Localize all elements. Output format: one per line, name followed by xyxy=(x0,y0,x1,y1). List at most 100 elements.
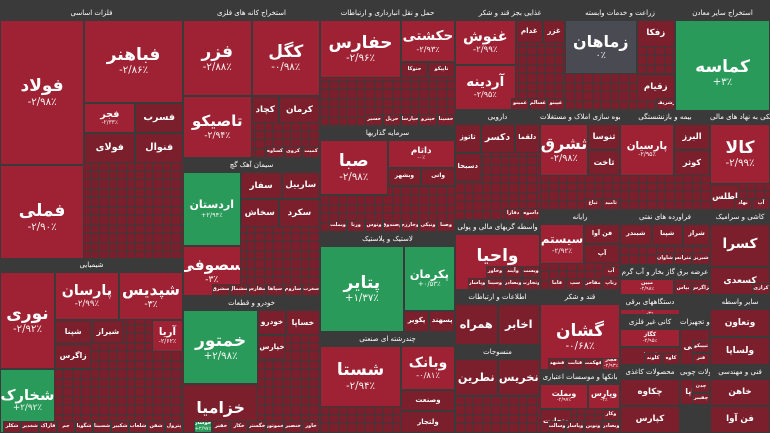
stock-tile[interactable]: پسهند xyxy=(429,310,455,332)
stock-tile[interactable]: حفارس -۲/۹۶٪ xyxy=(320,20,401,79)
stock-tile[interactable]: شراز xyxy=(683,224,710,245)
stock-tile[interactable]: کپارس xyxy=(620,406,680,433)
stock-tile[interactable]: وسالت xyxy=(548,421,566,433)
stock-tile[interactable]: تاتوز xyxy=(455,124,481,153)
stock-tile[interactable]: فن آوا xyxy=(710,406,770,433)
stock-tile[interactable]: فباهنر -۲/۸۶٪ xyxy=(84,20,183,103)
stock-tile[interactable]: وسینا xyxy=(486,278,504,290)
stock-tile[interactable]: تاپیکو xyxy=(428,62,455,79)
stock-tile[interactable]: فملی -۲/۹۰٪ xyxy=(0,165,85,270)
stock-tile[interactable]: وبملت -۲/۹۷٪ xyxy=(540,384,588,409)
stock-tile[interactable]: ثامید xyxy=(602,198,620,210)
stock-tile[interactable]: خودرو xyxy=(258,310,286,335)
stock-tile[interactable]: زاگرس xyxy=(54,344,92,369)
stock-tile[interactable]: آپ xyxy=(584,243,620,264)
stock-tile[interactable]: رتاپ xyxy=(602,278,620,290)
stock-tile[interactable]: خپارس xyxy=(258,334,286,360)
stock-tile[interactable]: حسیر xyxy=(365,114,383,126)
stock-tile[interactable]: فاما xyxy=(548,278,566,290)
stock-tile[interactable]: سخاش xyxy=(240,199,279,227)
stock-tile[interactable]: قهکمت xyxy=(584,358,602,370)
stock-tile[interactable]: کوثر xyxy=(674,149,710,176)
stock-tile[interactable]: فجر -۲/۳۳٪ xyxy=(84,102,136,133)
stock-tile[interactable]: مفاخر xyxy=(584,278,602,290)
stock-tile[interactable]: وپارس -۳٪ xyxy=(588,384,620,409)
stock-tile[interactable]: آپ xyxy=(752,198,770,210)
stock-tile[interactable]: وبانک -۰/۸۱٪ xyxy=(401,346,455,390)
stock-tile[interactable]: سیستم -۲/۹۲٪ xyxy=(540,224,584,264)
stock-tile[interactable]: وپاسار xyxy=(566,421,584,433)
stock-tile[interactable]: پارسان -۲/۹۹٪ xyxy=(54,272,119,321)
stock-tile[interactable]: سشرق xyxy=(212,284,230,296)
stock-tile[interactable]: کچاد xyxy=(251,95,279,124)
stock-tile[interactable]: اردستان +۲/۹۴٪ xyxy=(183,172,241,247)
stock-tile[interactable]: ونیکی xyxy=(419,220,437,232)
stock-tile[interactable]: حپترو xyxy=(419,114,437,126)
stock-tile[interactable]: سغرب xyxy=(302,284,320,296)
stock-tile[interactable]: نخريس xyxy=(497,359,540,396)
stock-tile[interactable]: دکسر xyxy=(480,124,515,153)
stock-tile[interactable]: پتایر +۱/۳۷٪ xyxy=(320,246,404,332)
stock-tile[interactable]: ثشرق -۲/۹۸٪ xyxy=(540,124,588,176)
stock-tile[interactable]: جم xyxy=(57,421,75,433)
stock-tile[interactable]: خموتور xyxy=(266,421,284,433)
stock-tile[interactable]: سشمال xyxy=(230,284,248,296)
stock-tile[interactable]: ورنا xyxy=(347,220,365,232)
stock-tile[interactable]: خگستر xyxy=(248,421,266,433)
stock-tile[interactable]: شپدیس -۳٪ xyxy=(118,272,183,321)
stock-tile[interactable]: وآیند xyxy=(504,266,522,278)
stock-tile[interactable]: خوساز +۲/۹۷٪ xyxy=(194,421,212,433)
stock-tile[interactable]: آپ xyxy=(602,266,620,278)
stock-tile[interactable]: ونوین xyxy=(584,421,602,433)
stock-tile[interactable]: فاراک xyxy=(39,421,57,433)
stock-tile[interactable]: همراه xyxy=(455,304,498,345)
stock-tile[interactable]: پکرمان +۰/۵۳٪ xyxy=(403,246,455,311)
stock-tile[interactable]: نهاد xyxy=(734,198,752,210)
stock-tile[interactable]: کگاز -۲/۹۵٪ xyxy=(620,329,680,347)
stock-tile[interactable]: کروی xyxy=(284,146,302,158)
stock-tile[interactable]: شیراز xyxy=(91,320,125,345)
stock-tile[interactable]: فسرب xyxy=(135,102,183,133)
stock-tile[interactable]: کالا -۲/۹۹٪ xyxy=(710,124,770,185)
stock-tile[interactable]: آریا -۲/۶۲٪ xyxy=(151,320,183,353)
stock-tile[interactable]: دفارا xyxy=(504,208,522,220)
stock-tile[interactable]: وبصادر xyxy=(602,421,620,433)
stock-tile[interactable]: کمیت xyxy=(302,146,320,158)
stock-tile[interactable]: شبندر xyxy=(620,224,652,245)
stock-tile[interactable]: سکرد xyxy=(278,199,320,227)
stock-tile[interactable]: خساپا xyxy=(285,310,320,335)
stock-tile[interactable]: آردینه -۲/۹۵٪ xyxy=(455,65,516,110)
stock-tile[interactable]: فزر -۲/۸۸٪ xyxy=(183,20,252,96)
stock-tile[interactable]: فن آوا xyxy=(584,224,620,244)
stock-tile[interactable]: وپست xyxy=(522,266,540,278)
stock-tile[interactable]: ثباغ xyxy=(584,198,602,210)
stock-tile[interactable]: دلقما xyxy=(514,124,540,153)
stock-tile[interactable]: کلوند xyxy=(644,353,662,365)
stock-tile[interactable]: کرمان xyxy=(278,95,320,124)
stock-tile[interactable]: کاوه xyxy=(662,353,680,365)
stock-tile[interactable]: اخابر xyxy=(497,304,540,345)
stock-tile[interactable]: خاور xyxy=(302,421,320,433)
stock-tile[interactable]: وخاور xyxy=(486,266,504,278)
stock-tile[interactable]: وبشهر xyxy=(387,167,422,186)
stock-tile[interactable]: فنر xyxy=(692,353,710,365)
stock-tile[interactable]: حتوکا xyxy=(401,62,428,79)
stock-tile[interactable]: ساربیل xyxy=(281,172,320,200)
stock-tile[interactable]: کماسه +۳٪ xyxy=(675,20,770,126)
stock-tile[interactable]: دسبحا xyxy=(455,152,481,182)
stock-tile[interactable]: داسوه xyxy=(522,208,540,220)
stock-tile[interactable]: پارسیان -۲/۹۵٪ xyxy=(620,124,674,176)
stock-tile[interactable]: شغدیر xyxy=(21,421,39,433)
stock-tile[interactable]: شلعاب xyxy=(129,421,147,433)
stock-tile[interactable]: وصنعت xyxy=(401,389,455,412)
stock-tile[interactable]: چکاوه xyxy=(620,379,680,406)
stock-tile[interactable]: سفار xyxy=(240,172,282,200)
stock-tile[interactable]: حریل xyxy=(383,114,401,126)
stock-tile[interactable]: حسینا xyxy=(437,114,455,126)
stock-tile[interactable]: شکلر xyxy=(3,421,21,433)
stock-tile[interactable]: غمینو xyxy=(511,98,529,110)
stock-tile[interactable]: شپنا xyxy=(54,320,92,345)
stock-tile[interactable]: واتی xyxy=(421,167,455,186)
stock-tile[interactable]: کسرا xyxy=(710,224,770,267)
stock-tile[interactable]: غزر xyxy=(543,20,565,43)
